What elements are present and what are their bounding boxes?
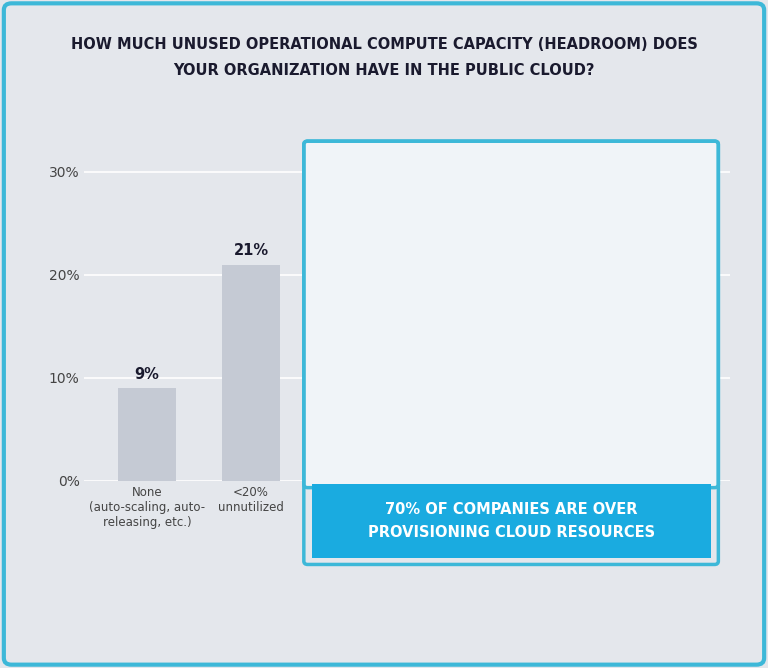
- Text: 3%: 3%: [655, 429, 680, 444]
- Bar: [223, 265, 280, 481]
- Bar: [430, 223, 488, 481]
- Bar: [535, 347, 591, 481]
- Text: 25%: 25%: [442, 202, 477, 217]
- Text: 70% OF COMPANIES ARE OVER
PROVISIONING CLOUD RESOURCES: 70% OF COMPANIES ARE OVER PROVISIONING C…: [368, 502, 654, 540]
- Text: HOW MUCH UNUSED OPERATIONAL COMPUTE CAPACITY (HEADROOM) DOES: HOW MUCH UNUSED OPERATIONAL COMPUTE CAPA…: [71, 37, 697, 51]
- Text: 9%: 9%: [134, 367, 159, 382]
- Text: 21%: 21%: [233, 243, 269, 259]
- Text: 13%: 13%: [545, 326, 581, 341]
- Bar: [118, 388, 176, 481]
- Bar: [638, 450, 696, 481]
- Bar: [326, 182, 384, 481]
- Text: 29%: 29%: [337, 161, 372, 176]
- Text: YOUR ORGANIZATION HAVE IN THE PUBLIC CLOUD?: YOUR ORGANIZATION HAVE IN THE PUBLIC CLO…: [174, 63, 594, 78]
